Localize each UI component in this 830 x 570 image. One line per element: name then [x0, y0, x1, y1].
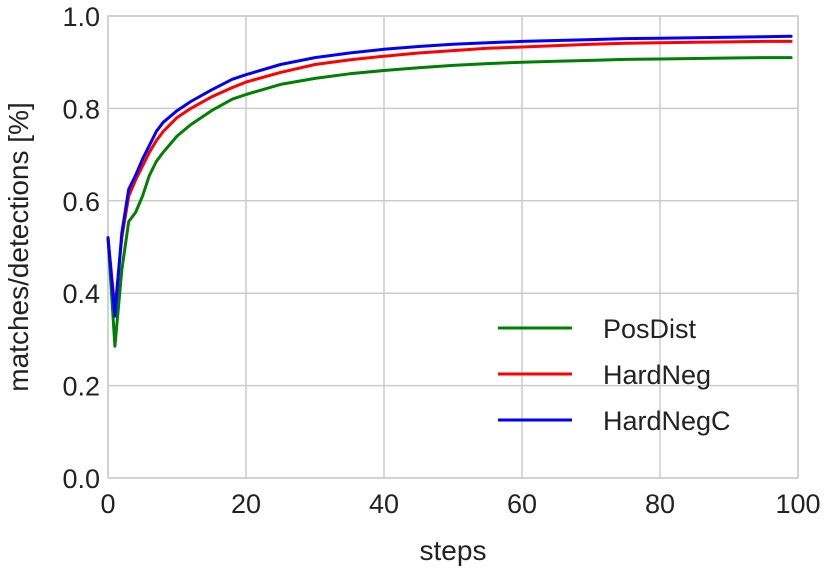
y-tick-label: 1.0: [62, 2, 100, 32]
x-tick-label: 40: [369, 489, 399, 519]
legend: PosDist HardNeg HardNegC: [498, 314, 731, 436]
x-tick-label: 60: [507, 489, 537, 519]
y-axis-label: matches/detections [%]: [3, 102, 34, 391]
x-tick-label: 80: [645, 489, 675, 519]
x-axis-ticks: 0 20 40 60 80 100: [100, 489, 820, 519]
y-tick-label: 0.6: [62, 187, 100, 217]
y-tick-label: 0.4: [62, 279, 100, 309]
series-line-posdist: [106, 56, 793, 348]
legend-label-hardnegc: HardNegC: [603, 406, 731, 436]
y-tick-label: 0.2: [62, 372, 100, 402]
x-tick-label: 0: [100, 489, 115, 519]
series-line-hardnegc: [106, 34, 793, 318]
legend-label-posdist: PosDist: [603, 314, 697, 344]
series-line-hardneg: [106, 39, 793, 311]
legend-label-hardneg: HardNeg: [603, 360, 711, 390]
x-axis-label: steps: [420, 535, 487, 566]
x-tick-label: 20: [231, 489, 261, 519]
y-axis-ticks: 0.0 0.2 0.4 0.6 0.8 1.0: [62, 2, 100, 494]
y-tick-label: 0.0: [62, 464, 100, 494]
y-tick-label: 0.8: [62, 94, 100, 124]
series-lines: [106, 34, 793, 348]
x-tick-label: 100: [775, 489, 820, 519]
